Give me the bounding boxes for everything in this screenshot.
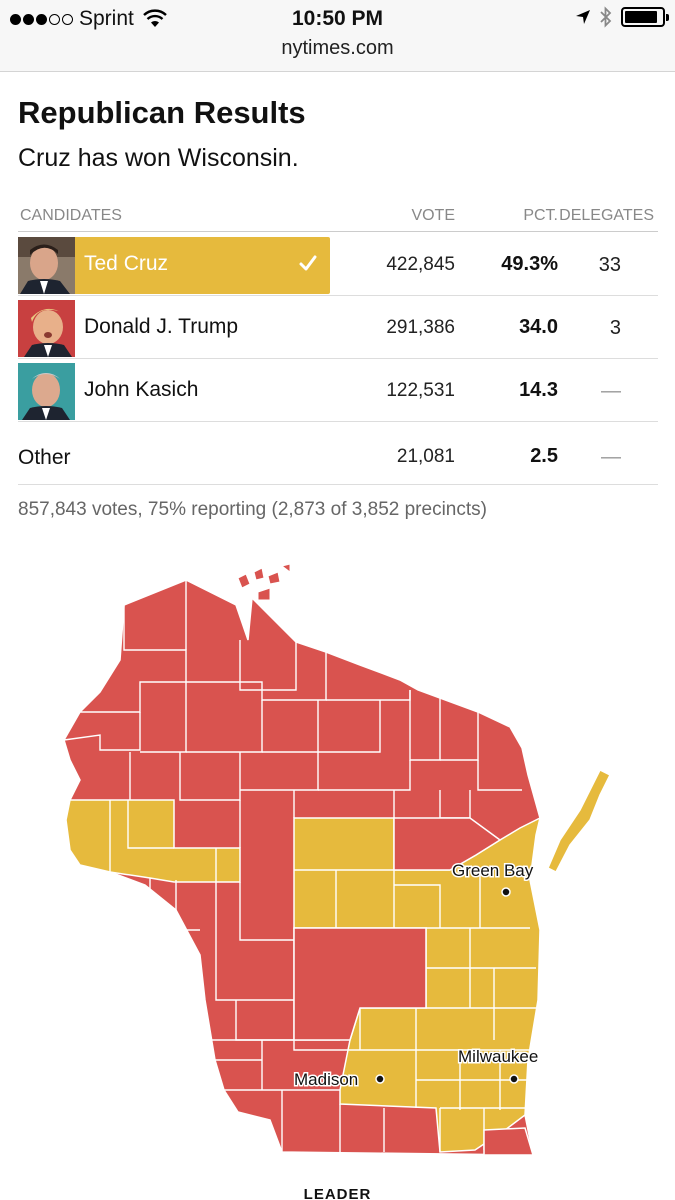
- svg-text:Green Bay: Green Bay: [452, 861, 534, 880]
- carrier-name: Sprint: [79, 7, 134, 30]
- column-header-delegates: DELEGATES: [559, 207, 654, 224]
- map-legend-leader-label: LEADER: [303, 1186, 372, 1200]
- delegate-count: —: [601, 380, 621, 402]
- vote-percent: 49.3%: [501, 253, 558, 275]
- column-header-pct: PCT.: [523, 207, 558, 224]
- delegate-count: 33: [598, 254, 621, 276]
- green-bay-area-trump-counties: [393, 817, 502, 871]
- county-borders: [63, 580, 538, 1152]
- page-subtitle: Cruz has won Wisconsin.: [18, 144, 299, 172]
- candidate-name-other: Other: [18, 446, 71, 469]
- candidate-name-kasich: John Kasich: [84, 378, 199, 401]
- table-row-kasich[interactable]: John Kasich 122,531 14.3 —: [18, 359, 658, 422]
- vote-percent: 14.3: [519, 379, 558, 401]
- vote-percent: 2.5: [530, 445, 558, 467]
- page-title: Republican Results: [18, 95, 306, 130]
- clock: 10:50 PM: [291, 7, 384, 30]
- vote-count: 21,081: [396, 446, 455, 467]
- vote-count: 122,531: [386, 380, 455, 401]
- status-bar: Sprint 10:50 PM nytimes.com: [0, 0, 675, 72]
- vote-percent: 34.0: [519, 316, 558, 338]
- wisconsin-county-map[interactable]: Green Bay Madison Milwaukee: [0, 560, 675, 1160]
- bluetooth-icon: [600, 6, 612, 28]
- candidate-photo-cruz: [18, 237, 75, 294]
- apostle-islands: [237, 563, 291, 601]
- status-right: [575, 6, 669, 28]
- results-table-header: CANDIDATES VOTE PCT. DELEGATES: [18, 200, 658, 232]
- southeast-corner-trump-county: [483, 1127, 535, 1156]
- table-row-cruz[interactable]: Ted Cruz 422,845 49.3% 33: [18, 233, 658, 296]
- column-header-candidates: CANDIDATES: [20, 207, 122, 224]
- url-bar[interactable]: nytimes.com: [281, 37, 394, 59]
- candidate-name-cruz: Ted Cruz: [84, 252, 169, 275]
- table-row-trump[interactable]: Donald J. Trump 291,386 34.0 3: [18, 296, 658, 359]
- door-peninsula: [547, 768, 612, 874]
- delegate-count: —: [601, 446, 621, 468]
- table-row-other[interactable]: Other 21,081 2.5 —: [18, 422, 658, 485]
- reporting-summary: 857,843 votes, 75% reporting (2,873 of 3…: [18, 499, 487, 520]
- delegate-count: 3: [609, 317, 621, 339]
- wifi-icon: [143, 9, 167, 27]
- battery-icon: [621, 7, 669, 27]
- city-marker-milwaukee: Milwaukee: [457, 1046, 540, 1084]
- svg-text:Madison: Madison: [294, 1070, 358, 1089]
- status-left: Sprint: [10, 7, 168, 31]
- column-header-vote: VOTE: [411, 207, 455, 224]
- vote-count: 291,386: [386, 317, 455, 338]
- location-arrow-icon: [576, 10, 590, 24]
- vote-count: 422,845: [386, 254, 455, 275]
- candidate-name-trump: Donald J. Trump: [84, 315, 239, 338]
- city-marker-green-bay: Green Bay: [451, 860, 535, 897]
- central-trump-counties: [293, 927, 427, 1041]
- checkmark-icon: [299, 255, 317, 271]
- signal-strength-icon: [10, 13, 73, 25]
- candidate-photo-trump: [18, 300, 75, 357]
- svg-text:Milwaukee: Milwaukee: [458, 1047, 538, 1066]
- candidate-photo-kasich: [18, 363, 75, 420]
- city-marker-madison: Madison: [293, 1069, 385, 1091]
